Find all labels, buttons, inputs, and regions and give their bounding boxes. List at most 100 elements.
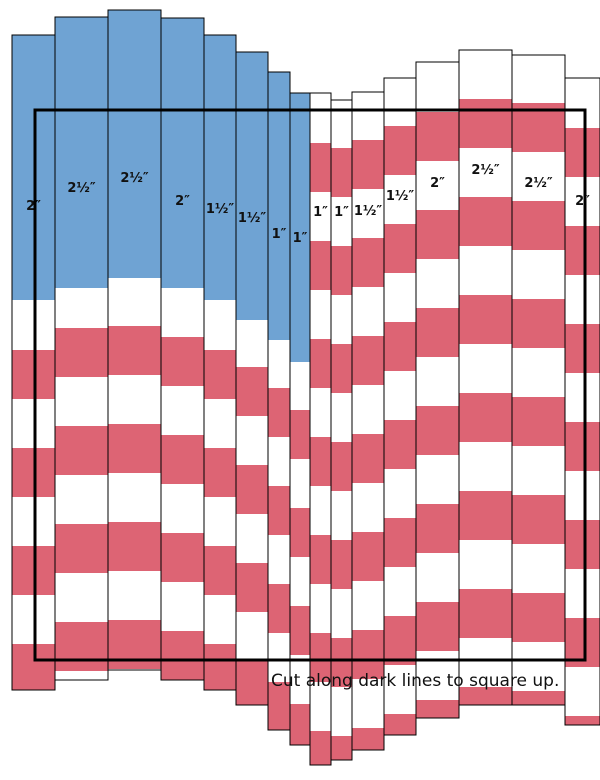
red-stripe [161, 435, 204, 484]
strip-width-label: 2½″ [67, 181, 96, 196]
strip-width-label: 1″ [293, 231, 308, 246]
strip-width-label: 1½″ [354, 204, 383, 219]
red-stripe [352, 238, 384, 287]
red-stripe [459, 491, 512, 540]
strip-width-label: 1½″ [386, 189, 415, 204]
red-stripe [512, 691, 565, 705]
red-stripe [204, 350, 236, 399]
strip-outline [564, 77, 600, 726]
red-stripe [459, 197, 512, 246]
red-stripe [268, 388, 290, 437]
strip [565, 78, 600, 725]
red-stripe [416, 504, 459, 553]
strip-width-label: 2½″ [524, 176, 553, 191]
blue-field [161, 18, 204, 288]
red-stripe [161, 533, 204, 582]
red-stripe [55, 524, 108, 573]
red-stripe [416, 112, 459, 161]
red-stripe [204, 546, 236, 595]
red-stripe [268, 486, 290, 535]
cut-square [33, 108, 587, 662]
red-stripe [268, 584, 290, 633]
red-stripe [310, 339, 331, 388]
red-stripe [108, 424, 161, 473]
red-stripe [384, 714, 416, 735]
strip-width-label: 2″ [430, 176, 445, 191]
strip-width-label: 2½″ [471, 163, 500, 178]
strip-width-label: 2″ [175, 194, 190, 209]
red-stripe [459, 295, 512, 344]
red-stripe [331, 736, 352, 760]
caption: Cut along dark lines to square up. [271, 671, 559, 691]
red-stripe [290, 606, 310, 655]
red-stripe [512, 397, 565, 446]
red-stripe [310, 241, 331, 290]
red-stripe [459, 393, 512, 442]
strip-width-label: 1½″ [206, 202, 235, 217]
red-stripe [565, 226, 600, 275]
blue-field [236, 52, 268, 320]
red-stripe [352, 434, 384, 483]
red-stripe [290, 410, 310, 459]
blue-field [290, 93, 310, 362]
red-stripe [290, 704, 310, 745]
red-stripe [236, 465, 268, 514]
red-stripe [416, 602, 459, 651]
red-stripe [331, 638, 352, 687]
red-stripe [268, 682, 290, 730]
red-stripe [512, 495, 565, 544]
red-stripe [352, 532, 384, 581]
red-stripe [310, 731, 331, 765]
red-stripe [236, 661, 268, 705]
red-stripe [352, 630, 384, 679]
red-stripe [416, 406, 459, 455]
strip-width-label: 2″ [575, 194, 590, 209]
strip-width-label: 1″ [313, 205, 328, 220]
red-stripe [565, 520, 600, 569]
red-stripe [352, 336, 384, 385]
red-stripe [290, 508, 310, 557]
red-stripe [310, 633, 331, 682]
blue-field [204, 35, 236, 300]
red-stripe [565, 716, 600, 725]
red-stripe [331, 148, 352, 197]
red-stripe [352, 728, 384, 750]
red-stripe [108, 522, 161, 571]
red-stripe [565, 128, 600, 177]
red-stripe [55, 622, 108, 671]
blue-field [268, 72, 290, 340]
strip-width-label: 1″ [334, 205, 349, 220]
red-stripe [384, 322, 416, 371]
red-stripe [384, 518, 416, 567]
strip-width-label: 1″ [272, 227, 287, 242]
strip-width-label: 2½″ [120, 171, 149, 186]
red-stripe [416, 308, 459, 357]
red-stripe [204, 448, 236, 497]
blue-field [55, 17, 108, 288]
strips: 2″2½″2½″2″1½″1½″1″ 1″1″ 1″ 1½″1½″2″2½″2½″2″ [11, 9, 600, 766]
red-stripe [108, 620, 161, 669]
red-stripe [161, 631, 204, 680]
red-stripe [565, 422, 600, 471]
red-stripe [55, 328, 108, 377]
red-stripe [310, 143, 331, 192]
red-stripe [459, 687, 512, 705]
red-stripe [384, 616, 416, 665]
red-stripe [512, 593, 565, 642]
red-stripe [331, 442, 352, 491]
red-stripe [310, 535, 331, 584]
red-stripe [416, 700, 459, 718]
red-stripe [310, 437, 331, 486]
red-stripe [331, 246, 352, 295]
red-stripe [512, 201, 565, 250]
red-stripe [512, 299, 565, 348]
red-stripe [459, 99, 512, 148]
red-stripe [565, 324, 600, 373]
red-stripe [384, 420, 416, 469]
red-stripe [416, 210, 459, 259]
blue-field [108, 10, 161, 278]
red-stripe [384, 126, 416, 175]
strip-width-label: 1½″ [238, 211, 267, 226]
